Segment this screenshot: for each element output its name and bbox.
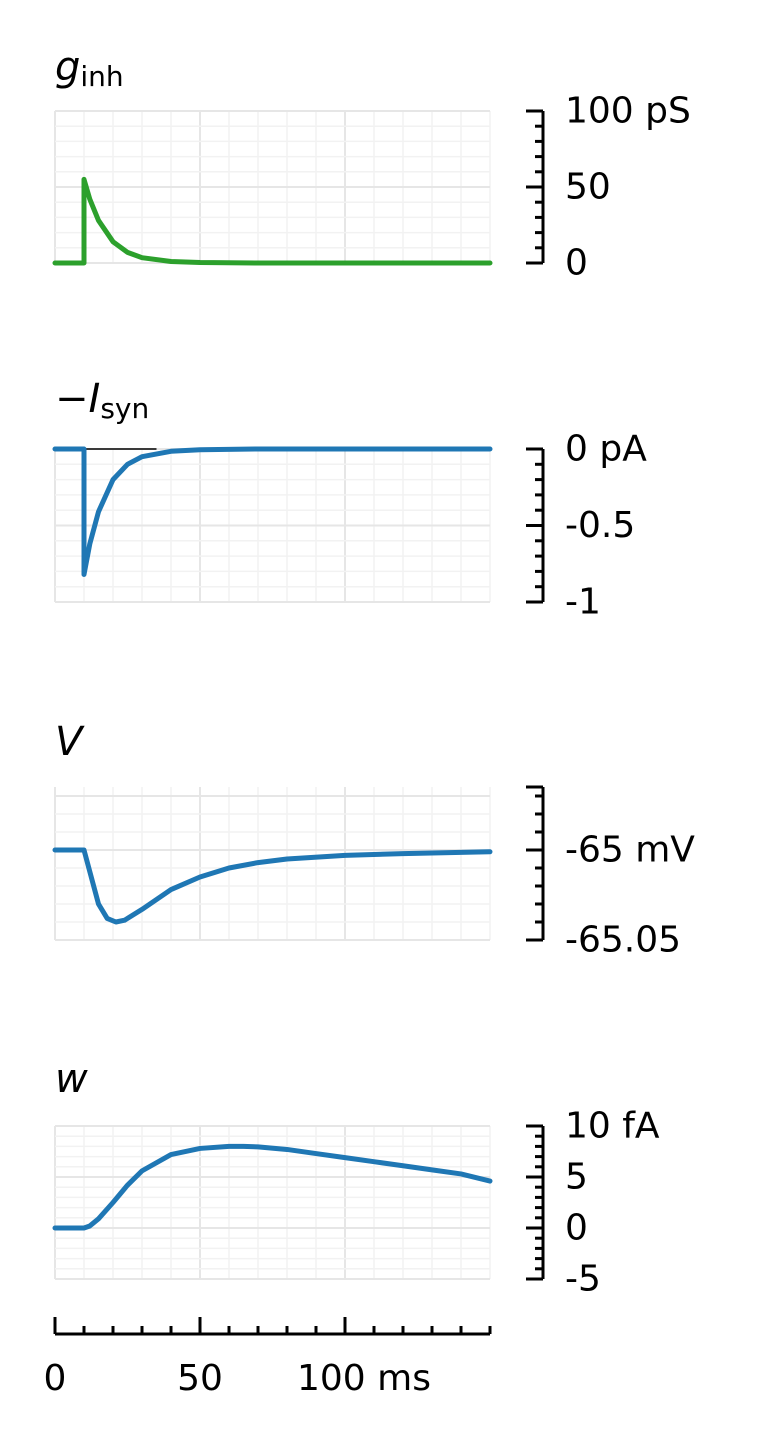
y-tick-label: 5 xyxy=(565,1157,588,1198)
series-line-V xyxy=(52,847,493,925)
panel-I_syn: -1 -0.5 0 pA −Isyn xyxy=(52,376,647,623)
y-axis-I_syn: -1 -0.5 0 pA xyxy=(526,429,647,623)
series-line-w xyxy=(52,1143,493,1231)
grid xyxy=(54,110,491,264)
y-tick-label: -65.05 xyxy=(565,920,681,961)
y-axis-V: -65.05 -65 mV xyxy=(526,785,695,961)
title-subscript: inh xyxy=(80,60,123,93)
panel-g_inh: 0 50 100 pS ginh xyxy=(52,44,691,284)
grid xyxy=(54,1125,491,1280)
y-tick-label: -1 xyxy=(565,582,601,623)
panel-V: -65.05 -65 mV V xyxy=(52,719,695,961)
x-tick-label: 0 xyxy=(44,1358,67,1399)
panel-title-w: w xyxy=(55,1056,88,1102)
panel-w: -5 0 5 10 fA w xyxy=(52,1056,660,1300)
title-main: g xyxy=(55,44,80,90)
y-tick-label: -65 mV xyxy=(565,830,695,871)
panel-title-I_syn: −Isyn xyxy=(55,376,149,425)
panel-title-V: V xyxy=(55,719,85,765)
title-main: V xyxy=(55,719,85,765)
series-line-g_inh xyxy=(52,176,493,266)
series-line-I_syn xyxy=(52,446,493,577)
title-main: I xyxy=(89,376,101,422)
title-main: w xyxy=(55,1056,88,1102)
y-tick-label: 10 fA xyxy=(565,1106,660,1147)
y-tick-label: 0 xyxy=(565,243,588,284)
y-tick-label: 50 xyxy=(565,167,611,208)
y-tick-label: -5 xyxy=(565,1259,601,1300)
y-tick-label: -0.5 xyxy=(565,505,635,546)
title-prefix: − xyxy=(55,376,89,422)
panel-title-g_inh: ginh xyxy=(55,44,124,93)
y-axis-w: -5 0 5 10 fA xyxy=(526,1106,660,1300)
title-subscript: syn xyxy=(100,392,149,425)
y-axis-g_inh: 0 50 100 pS xyxy=(526,91,691,284)
x-tick-label: 50 xyxy=(177,1358,223,1399)
y-tick-label: 0 xyxy=(565,1208,588,1249)
grid xyxy=(54,448,491,603)
x-axis: 0 50 100 ms xyxy=(44,1317,492,1399)
y-tick-label: 0 pA xyxy=(565,429,647,470)
x-tick-label: 100 ms xyxy=(297,1358,431,1399)
y-tick-label: 100 pS xyxy=(565,91,691,132)
grid xyxy=(54,787,491,941)
